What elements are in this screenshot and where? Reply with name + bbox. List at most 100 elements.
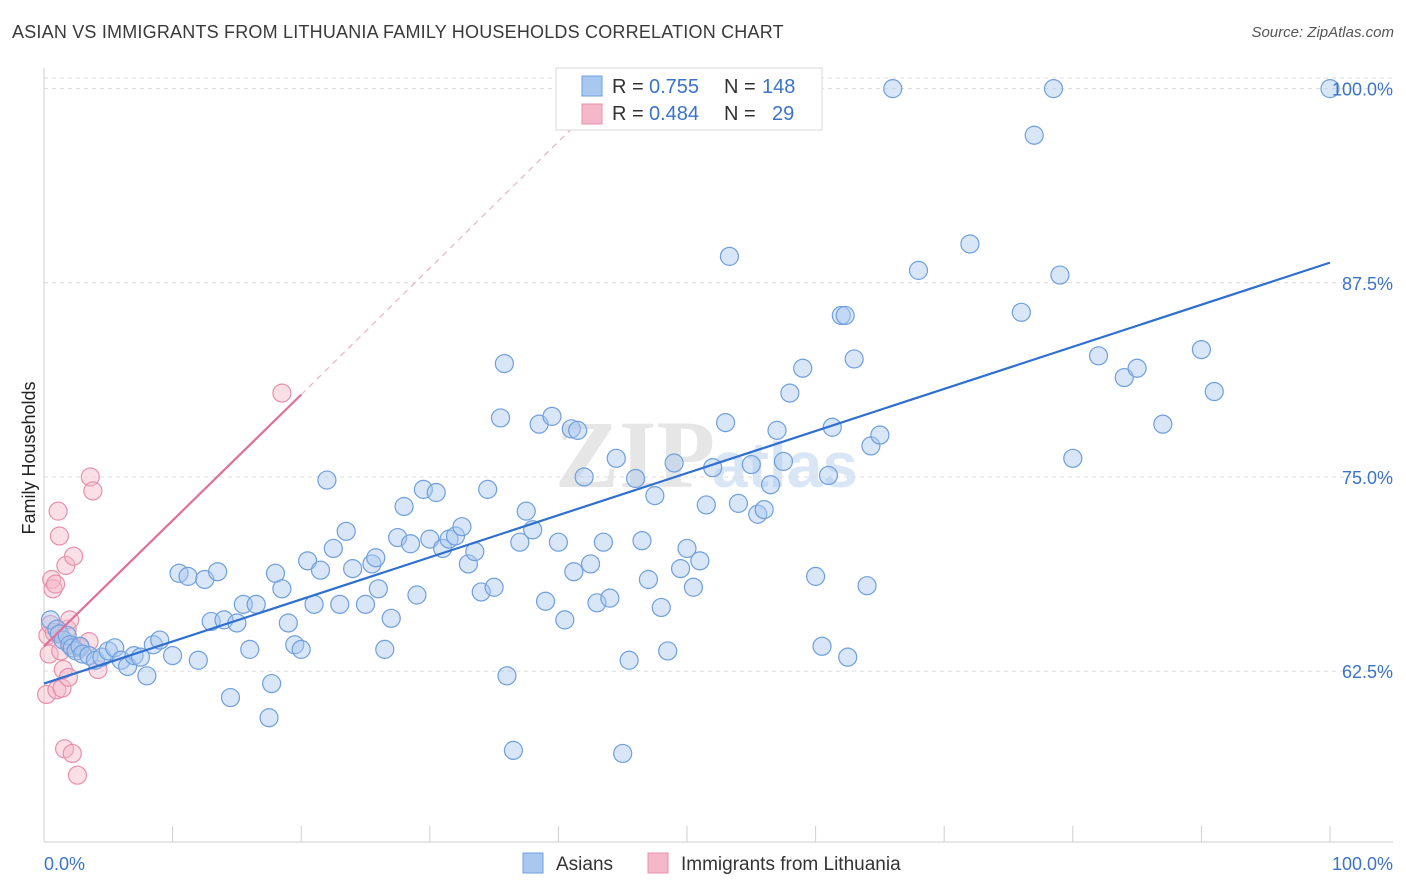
asians-point: [1127, 358, 1147, 378]
asians-point: [574, 467, 594, 487]
legend-n-label-lithuania: N =: [724, 103, 756, 125]
asians-point: [908, 260, 929, 280]
asians-point: [407, 585, 427, 605]
asians-point: [568, 420, 588, 440]
asians-point: [805, 566, 826, 586]
asians-point: [240, 639, 260, 659]
asians-point: [683, 577, 704, 597]
legend-swatch-asians: [581, 75, 603, 97]
asians-point: [355, 594, 376, 614]
legend-r-label-lithuania: R =: [612, 103, 644, 125]
source-credit: Source: ZipAtlas.com: [1251, 24, 1394, 41]
asians-point: [124, 646, 144, 666]
legend-swatch-lithuania: [581, 103, 603, 125]
asians-point: [298, 551, 318, 571]
asians-point: [632, 531, 652, 551]
asians-point: [291, 639, 311, 659]
legend-r-label-asians: R =: [612, 76, 644, 98]
asians-point: [625, 468, 646, 489]
asians-point: [561, 419, 581, 439]
asians-point: [670, 559, 691, 579]
lithuania-point: [83, 481, 103, 501]
y-tick-labels: 62.5% 75.0% 87.5% 100.0%: [1332, 80, 1393, 682]
asians-point: [728, 493, 749, 513]
asians-point: [613, 743, 633, 764]
asians-point: [857, 576, 877, 596]
asians-point: [883, 79, 903, 99]
bottom-legend-swatch-asians: [522, 852, 544, 874]
asians-point: [1024, 125, 1044, 145]
asians-point: [259, 708, 279, 728]
asians-point: [246, 594, 266, 614]
lithuania-point: [80, 467, 100, 487]
asians-point: [838, 647, 858, 667]
asians-point: [484, 577, 504, 597]
trend-lines: [43, 128, 1331, 685]
asians-point: [343, 559, 363, 579]
asians-point: [368, 579, 388, 599]
legend-r-value-lithuania: 0.484: [649, 103, 699, 125]
lithuania-point: [52, 678, 72, 698]
asians-point: [163, 646, 183, 666]
asians-point: [478, 479, 498, 499]
lithuania-point: [63, 546, 84, 566]
asians-point: [690, 551, 710, 571]
asians-point: [323, 538, 343, 559]
asians-point: [445, 526, 466, 546]
asians-point: [535, 591, 556, 611]
asians-point: [542, 406, 562, 426]
asians-point: [1191, 339, 1212, 360]
asians-points: [40, 79, 1340, 764]
asians-point: [400, 534, 421, 554]
asians-point: [262, 673, 282, 694]
asians-point: [188, 650, 208, 670]
asians-point: [696, 495, 716, 515]
asians-point: [1320, 79, 1340, 99]
asians-point: [793, 358, 813, 378]
asians-point: [178, 566, 198, 586]
asians-point: [278, 613, 298, 633]
asians-point: [494, 353, 514, 374]
asians-point: [741, 454, 761, 475]
asians-point: [366, 548, 386, 568]
asians-point: [317, 470, 337, 490]
lithuania-point: [45, 574, 66, 594]
asians-point: [1204, 381, 1224, 402]
asians-point: [812, 636, 832, 656]
asians-point: [677, 538, 697, 559]
legend-n-value-asians: 148: [762, 76, 795, 98]
asians-point: [272, 579, 292, 599]
asians-point: [510, 532, 530, 552]
x-tick-label-max: 100.0%: [1332, 854, 1393, 874]
asians-point: [497, 666, 517, 686]
y-axis-label: Family Households: [19, 381, 39, 534]
asians-point: [1043, 79, 1064, 99]
asians-point: [310, 560, 331, 580]
axes: [43, 68, 1393, 843]
chart-title: ASIAN VS IMMIGRANTS FROM LITHUANIA FAMIL…: [12, 22, 784, 42]
asians-point: [780, 383, 800, 403]
asians-point: [458, 554, 478, 574]
asians-point: [760, 475, 781, 495]
series-legend: Asians Immigrants from Lithuania: [522, 852, 901, 875]
x-tick-label-min: 0.0%: [44, 854, 85, 874]
lithuania-trend-extension: [300, 128, 572, 396]
lithuania-point: [49, 526, 70, 546]
lithuania-point: [272, 383, 292, 403]
asians-point: [1153, 414, 1173, 434]
asians-trend-line: [43, 261, 1331, 685]
bottom-legend-asians: Asians: [556, 854, 613, 875]
lithuania-trend-line: [43, 393, 302, 648]
asians-point: [773, 451, 794, 472]
bottom-legend-swatch-lithuania: [647, 852, 669, 874]
asians-point: [822, 417, 842, 437]
asians-point: [1050, 265, 1070, 285]
lithuania-points: [36, 383, 292, 785]
asians-point: [835, 305, 855, 326]
asians-point: [658, 641, 678, 661]
asians-point: [767, 420, 787, 440]
lithuania-point: [58, 667, 79, 687]
asians-point: [645, 486, 665, 506]
asians-point: [394, 496, 414, 517]
asians-point: [587, 593, 607, 613]
